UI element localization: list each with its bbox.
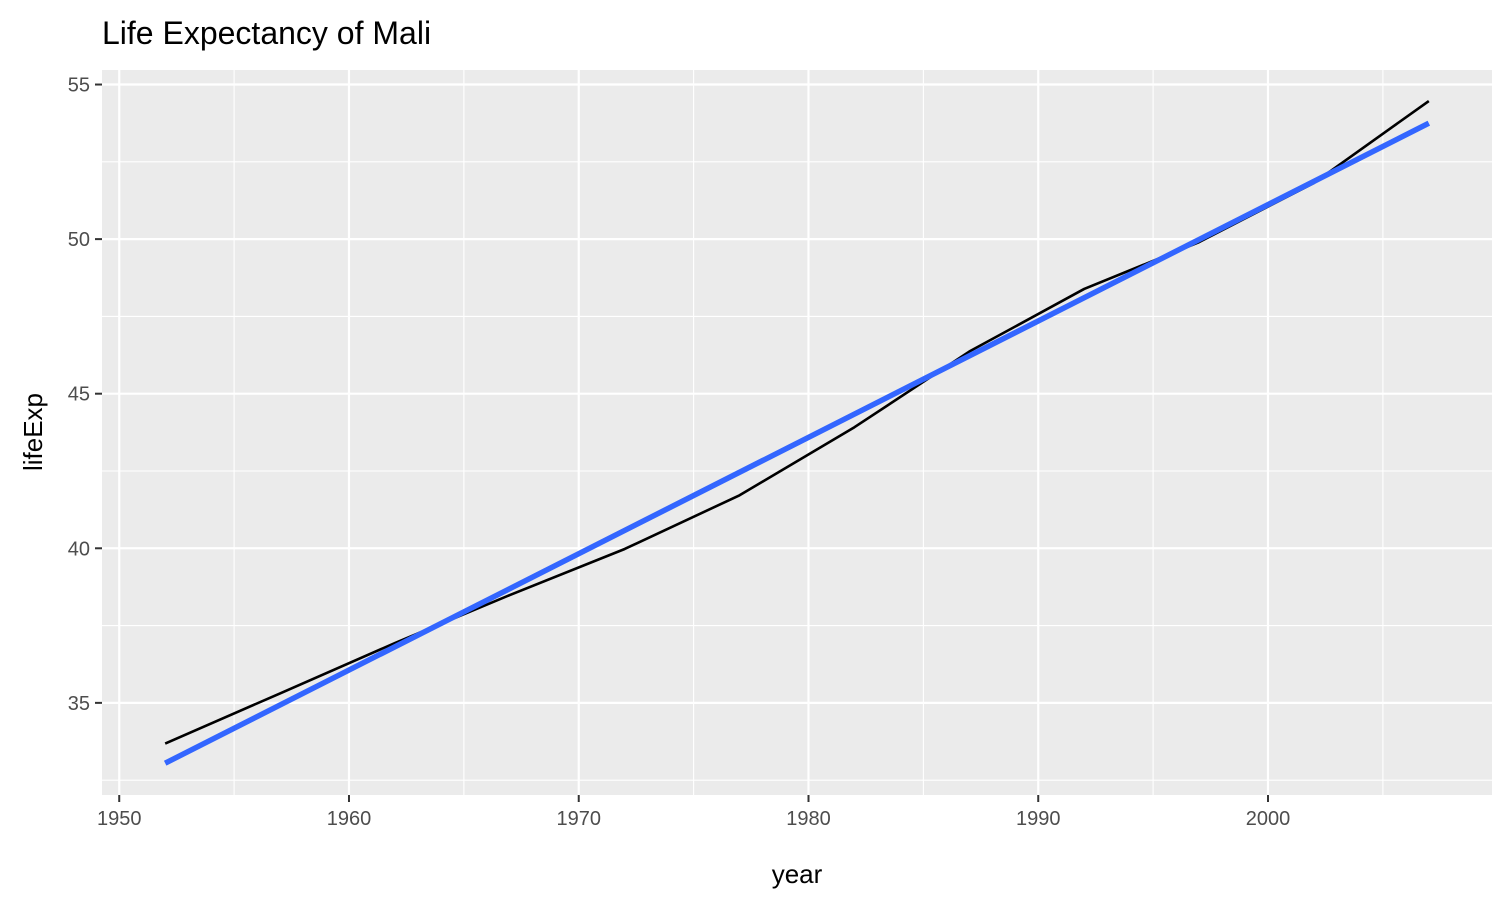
x-axis: 1950 1960 1970 1980 1990 2000 [97,795,1290,830]
major-gridlines [102,70,1492,795]
y-tick-label: 40 [68,538,90,560]
plot-panel [102,70,1492,795]
x-tick-label: 1970 [556,808,601,830]
y-axis: 35 40 45 50 55 [68,75,102,715]
x-tick-label: 1980 [786,808,831,830]
series-layer [163,99,1431,766]
x-tick-label: 1950 [97,808,142,830]
x-axis-title: year [772,859,823,889]
x-tick-label: 2000 [1246,808,1291,830]
y-tick-label: 45 [68,384,90,406]
y-tick-label: 55 [68,75,90,97]
y-tick-label: 35 [68,693,90,715]
x-tick-label: 1990 [1016,808,1061,830]
chart-title: Life Expectancy of Mali [102,15,431,51]
trend-line [163,120,1431,766]
y-axis-title: lifeExp [18,393,48,471]
y-tick-label: 50 [68,229,90,251]
minor-gridlines [102,70,1492,795]
x-tick-label: 1960 [327,808,372,830]
